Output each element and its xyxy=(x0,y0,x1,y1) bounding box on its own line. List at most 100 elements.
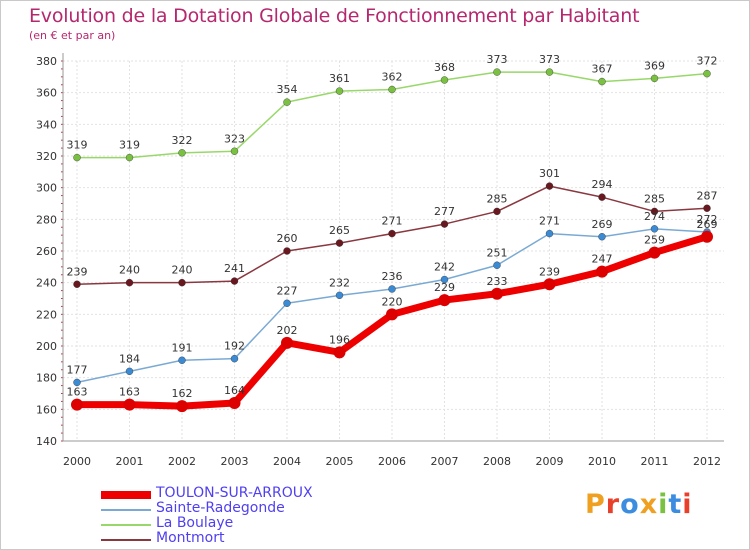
data-label: 294 xyxy=(592,178,613,191)
data-point xyxy=(648,246,661,259)
data-label: 239 xyxy=(539,265,560,278)
data-point xyxy=(335,239,344,247)
data-point xyxy=(598,193,606,201)
legend-item: Montmort xyxy=(101,530,361,547)
data-point xyxy=(125,153,134,162)
data-point xyxy=(386,308,398,321)
data-label: 274 xyxy=(644,210,665,223)
data-label: 323 xyxy=(224,132,245,145)
logo-letter: x xyxy=(639,489,659,520)
data-label: 373 xyxy=(487,53,508,66)
data-point xyxy=(545,229,554,238)
data-point xyxy=(598,233,606,241)
data-label: 233 xyxy=(487,275,508,288)
x-tick-label: 2001 xyxy=(116,455,144,468)
data-label: 162 xyxy=(172,387,193,400)
legend-swatch xyxy=(101,538,151,541)
x-tick-label: 2008 xyxy=(483,455,511,468)
data-label: 242 xyxy=(434,261,455,274)
data-point xyxy=(281,336,293,349)
y-tick-label: 240 xyxy=(36,277,57,290)
data-label: 184 xyxy=(119,352,140,365)
x-tick-label: 2009 xyxy=(536,455,564,468)
data-point xyxy=(178,149,186,157)
data-point xyxy=(440,76,449,84)
data-label: 241 xyxy=(224,262,245,275)
data-point xyxy=(176,400,188,413)
legend-swatch xyxy=(101,490,151,499)
data-point xyxy=(283,98,291,106)
data-point xyxy=(73,378,81,387)
data-label: 240 xyxy=(119,264,140,277)
data-point xyxy=(178,356,186,364)
data-label: 196 xyxy=(329,333,350,346)
logo-letter: i xyxy=(682,489,693,520)
legend-item: Sainte-Radegonde xyxy=(101,500,361,517)
logo-letter: o xyxy=(620,489,640,520)
data-point xyxy=(230,277,239,285)
data-label: 251 xyxy=(487,246,508,259)
legend-item: La Boulaye xyxy=(101,515,361,532)
legend-item: TOULON-SUR-ARROUX xyxy=(101,485,361,502)
x-tick-label: 2005 xyxy=(326,455,354,468)
data-label: 220 xyxy=(382,295,403,308)
y-tick-label: 160 xyxy=(36,403,57,416)
data-point xyxy=(230,354,239,363)
y-tick-label: 320 xyxy=(36,150,57,163)
x-tick-label: 2007 xyxy=(431,455,459,468)
data-label: 269 xyxy=(592,218,613,231)
x-tick-label: 2006 xyxy=(378,455,406,468)
legend-swatch xyxy=(101,523,151,526)
proxiti-logo: Proxiti xyxy=(585,489,693,520)
data-label: 265 xyxy=(329,224,350,237)
data-label: 202 xyxy=(277,324,298,337)
data-label: 368 xyxy=(434,61,455,74)
data-point xyxy=(438,294,451,307)
chart-subtitle: (en € et par an) xyxy=(29,29,116,42)
legend-label: Sainte-Radegonde xyxy=(156,500,285,516)
data-point xyxy=(333,346,346,359)
legend-label: La Boulaye xyxy=(156,515,234,531)
data-point xyxy=(440,275,449,284)
data-point xyxy=(388,229,396,238)
y-tick-label: 340 xyxy=(36,118,57,131)
data-point xyxy=(650,225,659,233)
data-label: 354 xyxy=(277,83,298,96)
x-tick-label: 2000 xyxy=(63,455,91,468)
data-label: 362 xyxy=(382,71,403,84)
line-chart: 140 160 180 200 220 240 260 280 300 320 340 360 380 2… xyxy=(36,53,724,468)
data-point xyxy=(543,278,556,291)
logo-letter: P xyxy=(585,489,606,520)
data-label: 271 xyxy=(382,215,403,228)
data-point xyxy=(491,287,503,300)
data-point xyxy=(650,207,659,216)
data-label: 164 xyxy=(224,384,245,397)
logo-letter: i xyxy=(658,489,669,520)
data-label: 239 xyxy=(67,265,88,278)
data-label: 285 xyxy=(644,192,665,205)
data-label: 373 xyxy=(539,53,560,66)
data-label: 236 xyxy=(382,270,403,283)
data-point xyxy=(335,291,344,300)
data-label: 269 xyxy=(697,218,718,231)
data-label: 301 xyxy=(539,167,560,180)
data-point xyxy=(123,398,136,411)
data-point xyxy=(228,397,241,409)
legend-swatch xyxy=(101,508,151,511)
data-point xyxy=(125,278,134,287)
y-tick-label: 220 xyxy=(36,308,57,321)
data-point xyxy=(283,299,291,307)
chart-title: Evolution de la Dotation Globale de Fonc… xyxy=(29,5,640,27)
data-point xyxy=(703,69,711,78)
data-label: 227 xyxy=(277,284,298,297)
data-label: 229 xyxy=(434,281,455,294)
data-point xyxy=(440,220,449,228)
data-point xyxy=(545,182,554,190)
data-label: 285 xyxy=(487,192,508,205)
data-label: 319 xyxy=(67,139,88,152)
data-label: 191 xyxy=(172,341,193,354)
data-point xyxy=(71,398,83,411)
legend-label: TOULON-SUR-ARROUX xyxy=(156,485,313,501)
data-label: 372 xyxy=(697,55,718,68)
